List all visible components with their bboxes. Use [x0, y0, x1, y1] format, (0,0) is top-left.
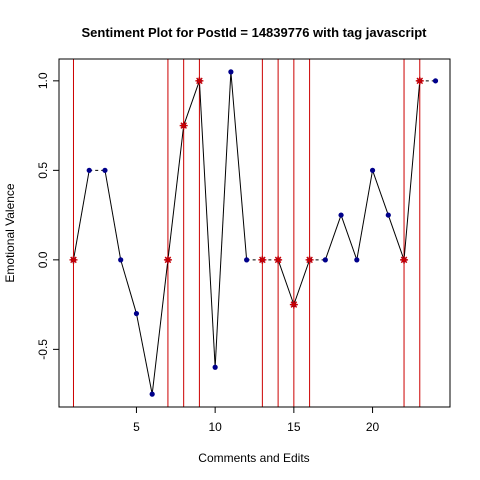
- data-point-23: [432, 78, 439, 84]
- series-segment-6: [167, 125, 185, 260]
- edit-marker-3: [195, 76, 204, 85]
- edit-marker-stroke: [180, 122, 187, 129]
- edit-marker-stroke: [416, 77, 424, 85]
- y-tick-label-2: 0.5: [36, 162, 50, 179]
- edit-marker-5: [274, 255, 283, 264]
- edit-marker-6: [289, 300, 298, 309]
- edit-marker-0: [69, 255, 78, 264]
- series-segment-17: [340, 214, 358, 261]
- data-point-16: [322, 257, 328, 263]
- edit-marker-4: [258, 255, 267, 264]
- data-point-19: [369, 167, 376, 173]
- series-segment-9: [214, 71, 232, 368]
- y-tick-label-1: 0.0: [36, 251, 50, 268]
- series-segment-13: [277, 259, 295, 305]
- data-point-1: [86, 167, 92, 173]
- x-tick-label-0: 5: [133, 420, 140, 434]
- data-point-2: [102, 167, 108, 173]
- data-points-layer: [70, 69, 439, 397]
- series-segment-18: [356, 170, 374, 260]
- edit-marker-stroke: [400, 256, 408, 264]
- edit-marker-2: [179, 121, 188, 130]
- edit-marker-stroke: [70, 256, 77, 264]
- edit-marker-7: [305, 255, 314, 264]
- series-segment-19: [372, 170, 389, 216]
- y-axis: -0.5 0.0 0.5 1.0: [36, 72, 59, 360]
- data-point-20: [385, 212, 391, 218]
- series-segment-4: [135, 313, 153, 395]
- series-segment-0: [72, 170, 90, 260]
- edit-marker-stroke: [196, 77, 203, 85]
- plot-frame: [58, 58, 451, 408]
- y-tick-label-0: -0.5: [36, 339, 50, 360]
- data-point-5: [149, 391, 155, 397]
- series-segment-2: [104, 170, 122, 260]
- edit-marker-stroke: [290, 301, 298, 308]
- y-axis-label: Emotional Valence: [3, 183, 17, 282]
- edit-marker-stroke: [164, 256, 172, 264]
- x-tick-label-3: 20: [366, 420, 380, 434]
- data-point-17: [338, 212, 344, 218]
- series-segment-21: [403, 80, 421, 260]
- data-point-11: [244, 257, 250, 263]
- data-point-10: [228, 69, 234, 75]
- series-segment-5: [151, 259, 169, 395]
- series-segment-10: [230, 71, 248, 260]
- edit-marker-9: [415, 76, 424, 85]
- edit-marker-stroke: [259, 256, 266, 264]
- edit-marker-8: [400, 255, 409, 264]
- edit-marker-stroke: [274, 256, 282, 264]
- x-axis: 5 10 15 20: [133, 407, 380, 434]
- data-point-3: [118, 257, 124, 263]
- series-segment-3: [120, 259, 137, 314]
- series-segment-20: [387, 214, 405, 261]
- data-point-9: [212, 364, 218, 370]
- x-tick-label-1: 10: [208, 420, 222, 434]
- chart-title: Sentiment Plot for PostId = 14839776 wit…: [82, 25, 428, 40]
- series-segment-14: [293, 259, 311, 305]
- edit-lines-layer: [72, 59, 421, 407]
- data-point-4: [133, 310, 140, 317]
- data-point-18: [354, 257, 360, 263]
- series-lines-layer: [72, 71, 436, 395]
- edit-marker-stroke: [306, 256, 313, 264]
- edit-marker-1: [163, 255, 172, 264]
- x-tick-label-2: 15: [287, 420, 301, 434]
- series-segment-8: [198, 80, 216, 368]
- edit-markers-layer: [69, 76, 424, 309]
- series-segment-16: [324, 214, 342, 261]
- x-axis-label: Comments and Edits: [198, 451, 309, 465]
- series-segment-7: [183, 80, 200, 126]
- y-tick-label-3: 1.0: [36, 72, 50, 89]
